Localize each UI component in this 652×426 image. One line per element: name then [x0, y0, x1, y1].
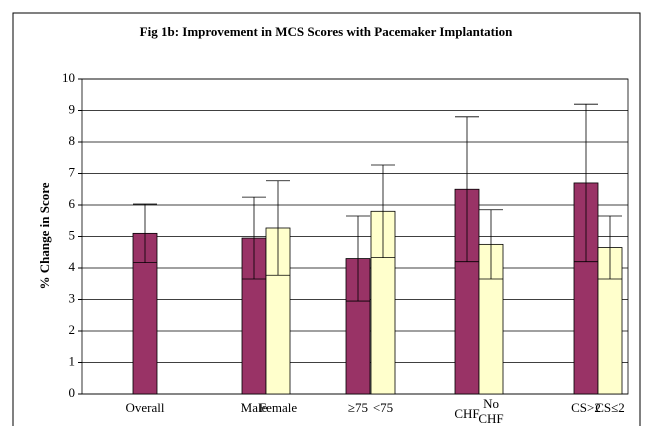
- x-tick-text: <75: [372, 400, 394, 415]
- x-tick-label: Female: [259, 400, 297, 415]
- frame: [12, 12, 641, 426]
- y-tick-label: 6: [69, 196, 76, 211]
- x-tick-label: CS>2: [571, 400, 601, 415]
- chart-title: Fig 1b: Improvement in MCS Scores with P…: [140, 24, 513, 39]
- error-bar: [371, 164, 395, 259]
- x-tick-text: No CHF: [478, 396, 504, 426]
- x-tick-text: CS>2: [571, 400, 601, 415]
- x-tick-label: Overall: [126, 400, 165, 415]
- y-tick-label: 7: [69, 164, 76, 179]
- x-tick-label: ≥75: [346, 400, 370, 415]
- y-tick-label: 2: [69, 322, 76, 337]
- x-tick-label: <75: [371, 400, 395, 415]
- y-tick-label: 5: [69, 227, 76, 242]
- error-bar: [574, 103, 598, 263]
- x-tick-text: CS≤2: [595, 400, 625, 415]
- x-tick-label: CS≤2: [595, 400, 625, 415]
- x-tick-text: Male: [240, 400, 268, 415]
- x-tick-text: CHF: [454, 406, 480, 421]
- y-tick-label: 4: [69, 259, 76, 274]
- y-tick-label: 0: [69, 385, 76, 400]
- error-bar: [346, 215, 370, 302]
- error-bar: [479, 209, 503, 280]
- x-tick-text: Overall: [125, 400, 165, 415]
- y-tick-label: 10: [62, 70, 75, 85]
- error-bar: [598, 215, 622, 280]
- error-bar: [266, 180, 290, 276]
- y-tick-label: 3: [69, 290, 76, 305]
- x-tick-label: No CHF: [478, 396, 504, 426]
- y-tick-label: 9: [69, 101, 76, 116]
- x-tick-label: CHF: [454, 406, 480, 421]
- error-bar: [242, 196, 266, 280]
- x-tick-text: ≥75: [347, 400, 369, 415]
- error-bar: [133, 203, 157, 264]
- y-axis-label: % Change in Score: [37, 182, 52, 289]
- y-tick-label: 8: [69, 133, 76, 148]
- x-tick-label: Male: [240, 400, 268, 415]
- y-tick-label: 1: [69, 353, 76, 368]
- x-tick-text: Female: [258, 400, 298, 415]
- error-bar: [455, 116, 479, 263]
